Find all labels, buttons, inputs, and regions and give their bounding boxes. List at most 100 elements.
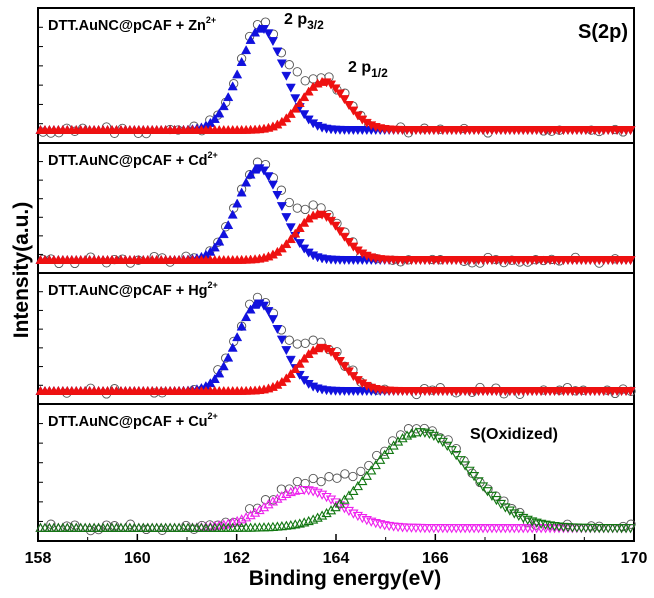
fit-marker: [232, 198, 243, 208]
data-point: [300, 76, 310, 86]
annotation-base: 2 p: [348, 59, 371, 76]
fit-marker: [249, 507, 261, 517]
fit-marker: [334, 501, 346, 511]
fit-marker: [424, 429, 435, 440]
data-point: [324, 472, 334, 482]
fit-marker: [209, 242, 220, 252]
fit-marker: [451, 450, 462, 461]
data-point: [284, 335, 294, 345]
fit-marker: [299, 92, 310, 102]
fit-marker: [625, 126, 636, 136]
data-point: [427, 426, 438, 436]
x-tick-label: 168: [521, 550, 548, 567]
fit-marker: [285, 108, 296, 118]
fit-marker: [241, 177, 252, 187]
fit-marker: [218, 101, 229, 111]
fit-marker: [366, 465, 377, 475]
fit-marker: [339, 504, 350, 514]
fit-marker: [330, 352, 341, 362]
fit-marker: [348, 485, 359, 496]
fit-marker: [518, 513, 529, 524]
fit-marker: [290, 94, 301, 104]
data-point: [93, 524, 104, 535]
fit-marker: [339, 232, 350, 242]
fit-marker: [384, 444, 395, 455]
fit-marker: [223, 219, 234, 230]
fit-marker: [285, 83, 296, 93]
fit-marker: [285, 234, 296, 244]
fit-marker: [263, 307, 274, 317]
fit-marker: [294, 222, 305, 233]
fit-marker: [401, 430, 413, 440]
fit-marker: [245, 169, 256, 179]
data-point: [292, 67, 302, 77]
fit-marker: [281, 213, 292, 223]
fit-marker: [245, 34, 256, 44]
fit-marker: [294, 239, 305, 249]
panel-1: DTT.AuNC@pCAF + Zn2+ 2 p3/22 p1/2: [35, 7, 636, 144]
fit-marker: [263, 172, 274, 182]
fit-marker: [227, 209, 238, 219]
fit-marker: [294, 358, 305, 368]
panel-label: DTT.AuNC@pCAF + Zn2+: [48, 15, 216, 34]
fit-marker: [330, 84, 341, 94]
fit-marker: [339, 95, 350, 105]
fit-marker: [258, 166, 270, 176]
data-point: [308, 473, 318, 484]
fit-marker: [428, 431, 439, 442]
peak-annotation-oxidized: S(Oxidized): [470, 426, 558, 443]
panel-label-charge: 2+: [208, 280, 218, 290]
x-tick-label: 164: [323, 550, 350, 567]
x-axis: 158 160 162 164 166 168 170: [25, 534, 647, 567]
data-point: [332, 473, 342, 483]
fit-marker: [281, 71, 292, 81]
fit-marker: [343, 367, 354, 377]
fit-marker: [455, 456, 466, 466]
panel-label-text: DTT.AuNC@pCAF + Zn: [48, 18, 206, 34]
fit-marker: [240, 512, 252, 522]
fit-marker: [245, 304, 256, 314]
fit-marker: [361, 470, 372, 480]
panel-label-charge: 2+: [206, 15, 216, 25]
panel-label: DTT.AuNC@pCAF + Hg2+: [48, 280, 218, 299]
series-1-markers: [35, 164, 636, 266]
fit-marker: [316, 510, 328, 520]
fit-marker: [339, 362, 350, 372]
data-point: [260, 495, 271, 505]
fit-marker: [258, 502, 270, 512]
fit-marker: [343, 490, 355, 500]
fit-marker: [254, 504, 265, 515]
fit-marker: [272, 47, 283, 57]
fit-marker: [263, 29, 274, 39]
fit-marker: [370, 459, 381, 470]
fit-marker: [223, 92, 234, 102]
fit-marker: [276, 335, 287, 345]
fit-marker: [290, 228, 301, 238]
fit-marker: [321, 492, 332, 503]
annotation-sub: 1/2: [371, 66, 388, 80]
fit-marker: [272, 493, 283, 503]
fit-marker: [276, 59, 287, 69]
panel-label-charge: 2+: [208, 150, 218, 160]
fit-marker: [263, 499, 274, 509]
fit-marker: [245, 509, 256, 520]
fit-marker: [276, 490, 287, 501]
fit-marker: [482, 487, 493, 497]
y-axis-label: Intensity(a.u.): [10, 202, 33, 339]
series-2-markers: [35, 427, 636, 534]
fit-marker: [290, 363, 301, 374]
x-tick-label: 160: [124, 550, 151, 567]
panel-2: DTT.AuNC@pCAF + Cd2+: [35, 142, 636, 274]
panel-label-charge: 2+: [208, 411, 218, 421]
fit-marker: [281, 488, 292, 498]
fit-marker: [236, 187, 247, 197]
fit-marker: [281, 239, 292, 249]
fit-marker: [209, 113, 220, 123]
fit-marker: [446, 446, 457, 456]
fit-marker: [316, 490, 328, 500]
data-point: [372, 450, 382, 461]
fit-marker: [267, 37, 278, 47]
data-point: [356, 466, 366, 477]
fit-marker: [218, 361, 229, 371]
data-point: [284, 60, 294, 70]
